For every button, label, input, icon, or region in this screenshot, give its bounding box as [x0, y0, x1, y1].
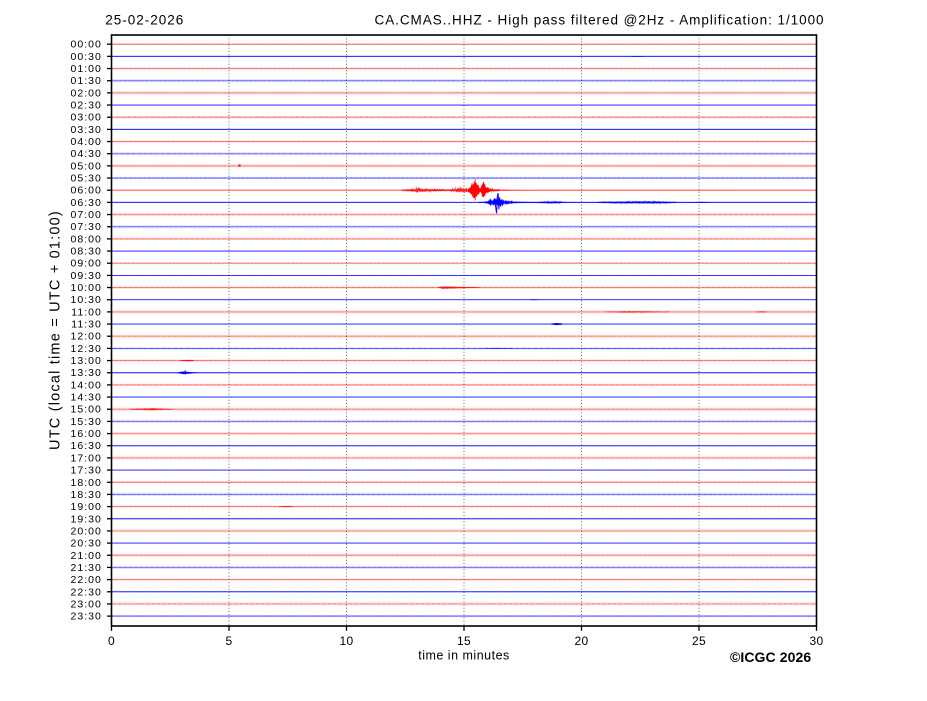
- svg-text:07:30: 07:30: [71, 221, 102, 233]
- svg-text:time in minutes: time in minutes: [418, 649, 510, 663]
- svg-text:18:30: 18:30: [71, 489, 102, 501]
- svg-text:10:30: 10:30: [71, 294, 102, 306]
- svg-text:15:00: 15:00: [71, 404, 102, 416]
- svg-text:00:30: 00:30: [71, 51, 102, 63]
- svg-text:10: 10: [340, 634, 354, 648]
- svg-text:23:30: 23:30: [71, 611, 102, 623]
- svg-text:05:00: 05:00: [71, 160, 102, 172]
- svg-text:5: 5: [226, 634, 233, 648]
- svg-text:20:00: 20:00: [71, 525, 102, 537]
- svg-text:08:00: 08:00: [71, 233, 102, 245]
- svg-text:12:00: 12:00: [71, 331, 102, 343]
- svg-text:©ICGC 2026: ©ICGC 2026: [730, 649, 811, 665]
- svg-text:18:00: 18:00: [71, 477, 102, 489]
- svg-text:19:00: 19:00: [71, 501, 102, 513]
- svg-text:03:30: 03:30: [71, 124, 102, 136]
- svg-text:22:30: 22:30: [71, 586, 102, 598]
- svg-text:10:00: 10:00: [71, 282, 102, 294]
- svg-text:02:30: 02:30: [71, 100, 102, 112]
- svg-text:23:00: 23:00: [71, 598, 102, 610]
- svg-text:14:30: 14:30: [71, 392, 102, 404]
- svg-text:13:30: 13:30: [71, 367, 102, 379]
- svg-text:00:00: 00:00: [71, 39, 102, 51]
- svg-text:08:30: 08:30: [71, 246, 102, 258]
- svg-text:15:30: 15:30: [71, 416, 102, 428]
- svg-text:CA.CMAS..HHZ - High pass filte: CA.CMAS..HHZ - High pass filtered @2Hz -…: [375, 13, 825, 28]
- svg-text:09:00: 09:00: [71, 258, 102, 270]
- svg-text:03:00: 03:00: [71, 112, 102, 124]
- svg-text:06:00: 06:00: [71, 185, 102, 197]
- svg-text:09:30: 09:30: [71, 270, 102, 282]
- svg-text:20:30: 20:30: [71, 538, 102, 550]
- svg-text:15: 15: [457, 634, 471, 648]
- svg-text:04:30: 04:30: [71, 148, 102, 160]
- svg-text:20: 20: [575, 634, 589, 648]
- svg-text:22:00: 22:00: [71, 574, 102, 586]
- svg-text:04:00: 04:00: [71, 136, 102, 148]
- svg-text:13:00: 13:00: [71, 355, 102, 367]
- svg-text:01:00: 01:00: [71, 63, 102, 75]
- svg-text:19:30: 19:30: [71, 513, 102, 525]
- svg-text:11:00: 11:00: [71, 306, 102, 318]
- svg-text:16:30: 16:30: [71, 440, 102, 452]
- svg-text:25: 25: [692, 634, 706, 648]
- svg-text:01:30: 01:30: [71, 75, 102, 87]
- svg-text:05:30: 05:30: [71, 173, 102, 185]
- svg-text:11:30: 11:30: [71, 319, 102, 331]
- svg-text:25-02-2026: 25-02-2026: [105, 13, 184, 28]
- svg-text:14:00: 14:00: [71, 379, 102, 391]
- svg-text:0: 0: [108, 634, 115, 648]
- svg-text:21:30: 21:30: [71, 562, 102, 574]
- svg-text:17:30: 17:30: [71, 465, 102, 477]
- svg-text:UTC (local time = UTC + 01:00): UTC (local time = UTC + 01:00): [48, 210, 64, 450]
- svg-text:30: 30: [810, 634, 824, 648]
- svg-text:21:00: 21:00: [71, 550, 102, 562]
- svg-text:07:00: 07:00: [71, 209, 102, 221]
- svg-text:02:00: 02:00: [71, 87, 102, 99]
- svg-text:06:30: 06:30: [71, 197, 102, 209]
- svg-text:12:30: 12:30: [71, 343, 102, 355]
- svg-text:16:00: 16:00: [71, 428, 102, 440]
- svg-text:17:00: 17:00: [71, 452, 102, 464]
